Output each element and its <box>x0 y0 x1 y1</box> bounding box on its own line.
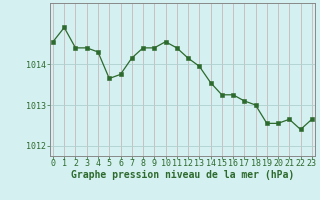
X-axis label: Graphe pression niveau de la mer (hPa): Graphe pression niveau de la mer (hPa) <box>71 170 294 180</box>
